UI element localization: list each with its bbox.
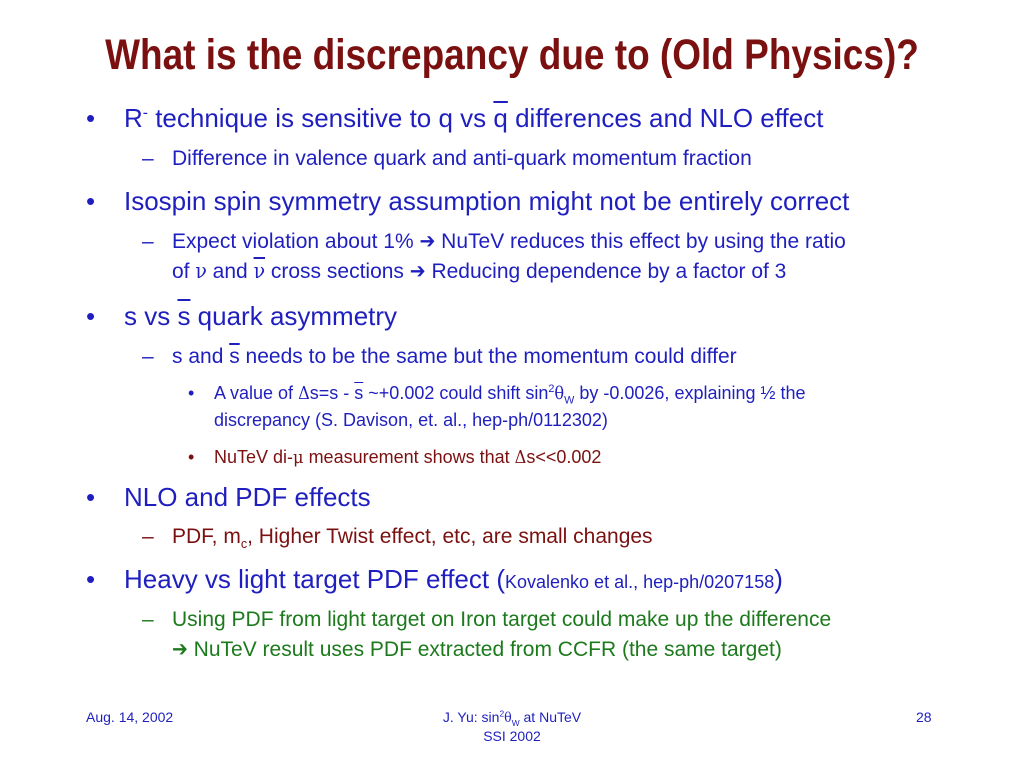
text: technique is sensitive to q vs bbox=[147, 103, 494, 133]
delta-symbol: Δ bbox=[514, 447, 527, 468]
mu-symbol: μ bbox=[293, 447, 304, 468]
subscript: W bbox=[564, 394, 575, 407]
text: s<<0.002 bbox=[526, 447, 602, 467]
footer-date: Aug. 14, 2002 bbox=[86, 709, 174, 725]
text: NuTeV di- bbox=[214, 447, 294, 467]
superscript: - bbox=[142, 104, 148, 122]
superscript: 2 bbox=[548, 383, 555, 395]
text: J. Yu: sin bbox=[442, 709, 500, 725]
bullet-1-sub-1: Difference in valence quark and anti-qua… bbox=[172, 147, 752, 170]
text: at NuTeV bbox=[519, 709, 582, 725]
right-arrow-icon: ➔ bbox=[419, 229, 436, 253]
bullet-3-sub-1: s and s needs to be the same but the mom… bbox=[172, 344, 737, 369]
text: ~+0.002 could shift sin bbox=[363, 383, 549, 403]
qbar: q bbox=[493, 103, 508, 133]
dash-marker: – bbox=[142, 345, 154, 368]
bullet-marker: • bbox=[188, 447, 195, 467]
nu-symbol: ν bbox=[195, 259, 207, 283]
text: of bbox=[172, 260, 196, 283]
text: Reducing dependence by a factor of 3 bbox=[425, 260, 787, 283]
text: Expect violation about 1% bbox=[172, 230, 420, 253]
subscript: W bbox=[511, 717, 520, 728]
text: needs to be the same but the momentum co… bbox=[239, 345, 737, 368]
bullet-4: NLO and PDF effects bbox=[124, 482, 371, 512]
footer-page-number: 28 bbox=[916, 709, 932, 725]
text: s and bbox=[172, 345, 230, 368]
bullet-marker: • bbox=[86, 482, 96, 512]
sbar: s bbox=[354, 383, 364, 403]
bullet-5-sub-1-line-1: Using PDF from light target on Iron targ… bbox=[172, 608, 832, 631]
delta-symbol: Δ bbox=[298, 383, 310, 404]
bullet-5-sub-1-line-2: ➔ NuTeV result uses PDF extracted from C… bbox=[172, 637, 782, 662]
bullet-3: s vs s quark asymmetry bbox=[124, 301, 397, 331]
text: ) bbox=[774, 564, 783, 594]
text: measurement shows that bbox=[303, 447, 515, 467]
theta-symbol: θ bbox=[504, 710, 512, 726]
bullet-4-sub-1: PDF, mc, Higher Twist effect, etc, are s… bbox=[172, 524, 653, 552]
bullet-2-sub-1-line-2: of ν and ν cross sections ➔ Reducing dep… bbox=[172, 259, 786, 284]
text: NuTeV result uses PDF extracted from CCF… bbox=[187, 638, 782, 661]
text: s=s - bbox=[309, 383, 355, 403]
nubar-symbol: ν bbox=[253, 259, 266, 283]
dash-marker: – bbox=[142, 230, 154, 253]
text: quark asymmetry bbox=[190, 301, 398, 331]
superscript: 2 bbox=[499, 708, 505, 719]
bullet-2: Isospin spin symmetry assumption might n… bbox=[124, 186, 850, 216]
footer-center-line-1: J. Yu: sin2θW at NuTeV bbox=[412, 708, 612, 727]
bullet-marker: • bbox=[86, 103, 96, 133]
right-arrow-icon: ➔ bbox=[172, 637, 188, 661]
subscript: c bbox=[240, 537, 248, 552]
dash-marker: – bbox=[142, 147, 154, 170]
dash-marker: – bbox=[142, 525, 154, 548]
text: differences and NLO effect bbox=[507, 103, 824, 133]
bullet-marker: • bbox=[86, 564, 96, 594]
slide-title: What is the discrepancy due to (Old Phys… bbox=[105, 31, 919, 79]
text: A value of bbox=[214, 383, 299, 403]
sbar: s bbox=[229, 345, 240, 368]
theta-symbol: θ bbox=[554, 383, 565, 404]
text: Heavy vs light target PDF effect ( bbox=[124, 564, 505, 594]
bullet-marker: • bbox=[86, 186, 96, 216]
text: NuTeV reduces this effect by using the r… bbox=[435, 230, 846, 253]
text: PDF, m bbox=[172, 525, 241, 548]
reference: Kovalenko et al., hep-ph/0207158 bbox=[505, 572, 775, 592]
text: by -0.0026, explaining ½ the bbox=[574, 383, 806, 403]
text: cross sections bbox=[265, 260, 410, 283]
text: R bbox=[124, 103, 143, 133]
dash-marker: – bbox=[142, 608, 154, 631]
bullet-3-subsub-2: NuTeV di-μ measurement shows that Δs<<0.… bbox=[214, 446, 601, 469]
text: s vs bbox=[124, 301, 178, 331]
bullet-3-subsub-1-line-1: A value of Δs=s - s ~+0.002 could shift … bbox=[214, 382, 806, 407]
text: and bbox=[206, 260, 254, 283]
footer-center: J. Yu: sin2θW at NuTeV SSI 2002 bbox=[412, 708, 612, 745]
text: , Higher Twist effect, etc, are small ch… bbox=[247, 525, 653, 548]
footer-center-line-2: SSI 2002 bbox=[483, 728, 541, 744]
bullet-marker: • bbox=[86, 301, 96, 331]
bullet-3-subsub-1-line-2: discrepancy (S. Davison, et. al., hep-ph… bbox=[214, 410, 608, 430]
bullet-2-sub-1-line-1: Expect violation about 1% ➔ NuTeV reduce… bbox=[172, 229, 846, 254]
bullet-5: Heavy vs light target PDF effect (Kovale… bbox=[124, 564, 783, 597]
bullet-marker: • bbox=[188, 383, 195, 403]
bullet-1: R- technique is sensitive to q vs q diff… bbox=[124, 103, 823, 133]
right-arrow-icon: ➔ bbox=[409, 259, 426, 283]
sbar: s bbox=[177, 301, 191, 331]
